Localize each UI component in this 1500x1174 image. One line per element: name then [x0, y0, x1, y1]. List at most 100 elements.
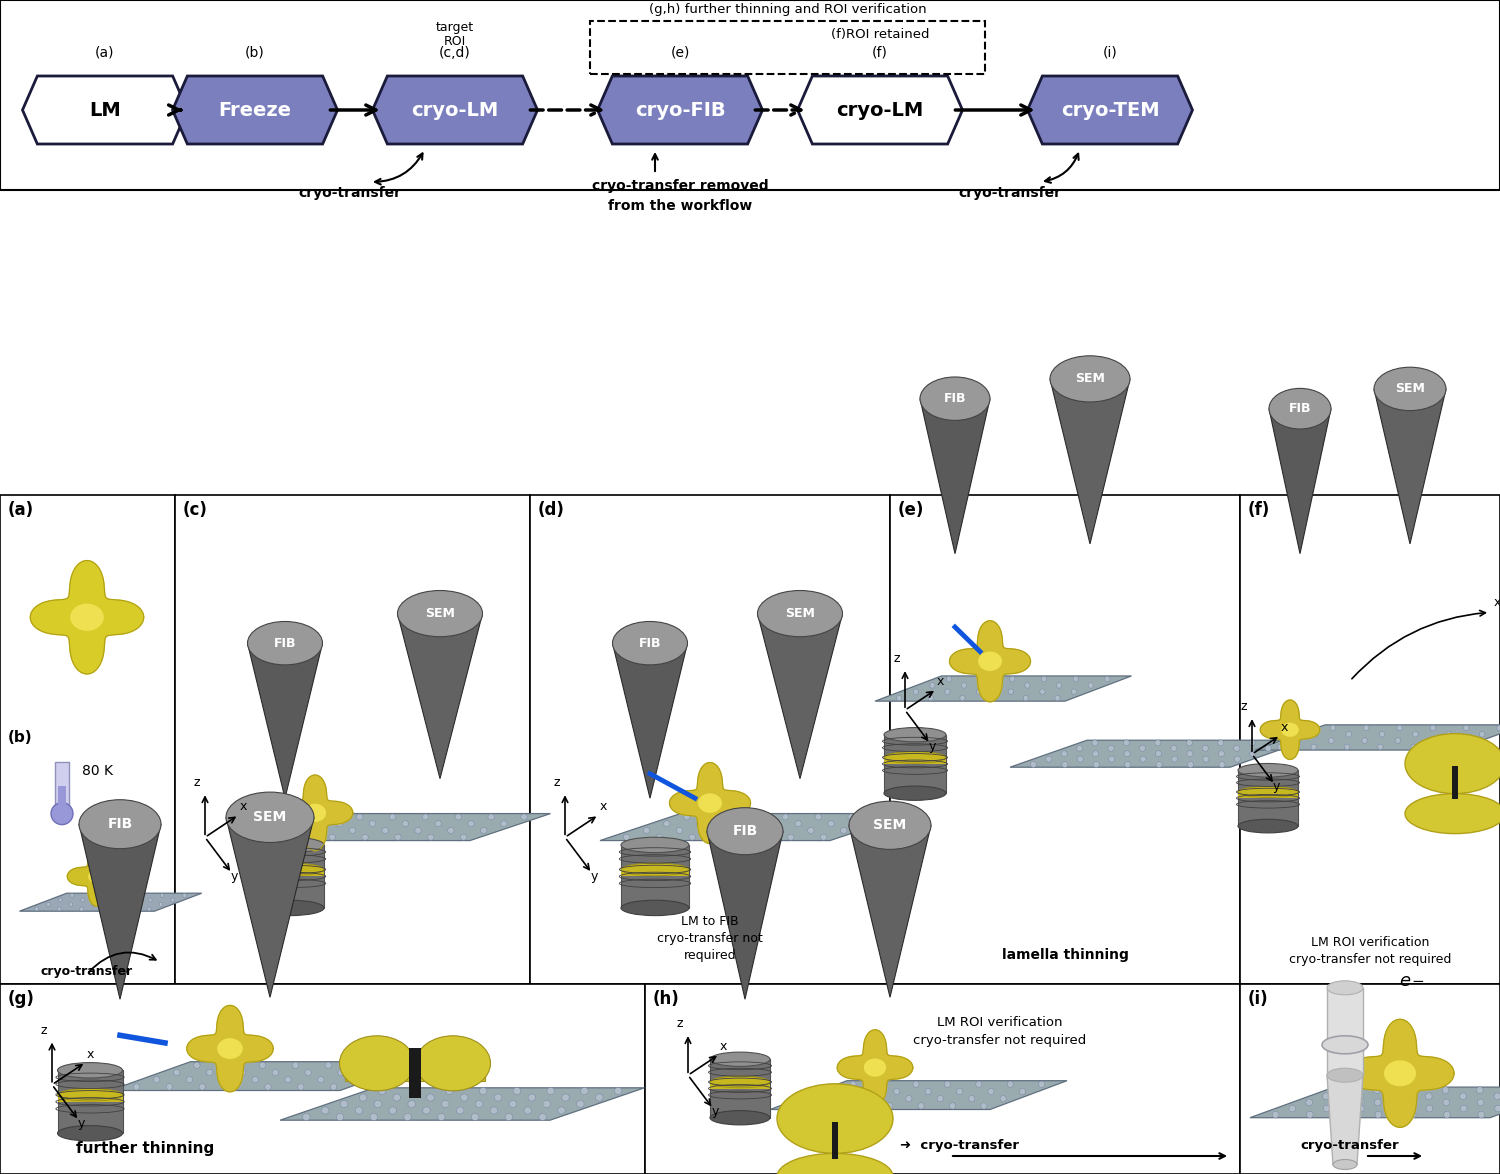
Ellipse shape [1479, 731, 1485, 737]
Text: y: y [231, 870, 238, 883]
Ellipse shape [303, 1113, 310, 1120]
Bar [57, 1071, 123, 1133]
Ellipse shape [758, 591, 843, 636]
Text: z: z [1240, 700, 1248, 713]
Ellipse shape [976, 689, 982, 695]
Polygon shape [669, 763, 750, 844]
Ellipse shape [226, 792, 314, 843]
Ellipse shape [382, 828, 388, 834]
Polygon shape [1256, 724, 1500, 750]
Ellipse shape [696, 821, 703, 826]
Ellipse shape [1374, 367, 1446, 411]
Ellipse shape [207, 1070, 213, 1075]
Text: (a): (a) [96, 46, 114, 60]
Ellipse shape [1460, 1093, 1467, 1100]
Ellipse shape [644, 828, 650, 834]
Bar [176, 495, 530, 984]
Polygon shape [68, 846, 126, 906]
Bar [57, 1095, 123, 1102]
Text: cryo-FIB: cryo-FIB [634, 101, 726, 120]
Ellipse shape [1374, 1087, 1380, 1093]
Ellipse shape [1364, 726, 1370, 730]
Bar [645, 984, 1240, 1174]
Ellipse shape [296, 835, 303, 841]
Ellipse shape [480, 1087, 488, 1094]
Text: (h): (h) [652, 990, 680, 1008]
Text: x: x [1494, 596, 1500, 609]
Ellipse shape [435, 821, 441, 826]
Ellipse shape [388, 1107, 396, 1114]
Ellipse shape [1412, 744, 1416, 750]
Ellipse shape [1497, 726, 1500, 730]
Ellipse shape [621, 863, 688, 876]
Ellipse shape [370, 1113, 378, 1120]
Ellipse shape [777, 1084, 892, 1153]
Text: SEM: SEM [784, 607, 814, 620]
Text: cryo-transfer removed: cryo-transfer removed [591, 178, 768, 193]
Ellipse shape [710, 1052, 770, 1066]
Text: x: x [938, 675, 945, 688]
Ellipse shape [914, 1081, 920, 1087]
Ellipse shape [104, 898, 106, 902]
Ellipse shape [136, 903, 141, 906]
Ellipse shape [1380, 731, 1384, 737]
Text: FIB: FIB [944, 392, 966, 405]
Ellipse shape [378, 1087, 386, 1094]
Ellipse shape [284, 828, 290, 834]
Ellipse shape [447, 828, 454, 834]
Ellipse shape [1390, 1093, 1398, 1100]
Text: y: y [591, 870, 598, 883]
Ellipse shape [886, 1102, 892, 1109]
Ellipse shape [884, 728, 946, 742]
Text: FIB: FIB [732, 824, 758, 838]
Ellipse shape [460, 835, 466, 841]
Text: FIB: FIB [108, 817, 132, 831]
Bar [0, 984, 645, 1174]
Ellipse shape [1462, 737, 1467, 743]
Ellipse shape [926, 1088, 932, 1094]
Polygon shape [758, 614, 843, 778]
Text: (c,d): (c,d) [440, 46, 471, 60]
Ellipse shape [1024, 682, 1030, 688]
Ellipse shape [256, 900, 324, 916]
Ellipse shape [1442, 1087, 1449, 1093]
Ellipse shape [543, 1100, 550, 1107]
Text: y: y [928, 740, 936, 753]
Ellipse shape [369, 821, 375, 826]
Ellipse shape [183, 893, 186, 897]
Ellipse shape [303, 821, 310, 826]
Ellipse shape [186, 1077, 192, 1082]
Bar [58, 785, 66, 814]
Ellipse shape [70, 603, 104, 630]
Polygon shape [1328, 1075, 1364, 1165]
Polygon shape [226, 817, 314, 997]
Ellipse shape [1341, 1112, 1347, 1118]
Ellipse shape [402, 821, 408, 826]
Ellipse shape [1330, 726, 1335, 730]
Bar [831, 1121, 839, 1159]
Ellipse shape [102, 908, 106, 911]
Ellipse shape [292, 1062, 298, 1068]
Ellipse shape [988, 1088, 994, 1094]
Ellipse shape [710, 1077, 770, 1088]
Text: LM to FIB
cryo-transfer not
required: LM to FIB cryo-transfer not required [657, 915, 764, 962]
Text: Freeze: Freeze [219, 101, 291, 120]
Bar [621, 845, 688, 908]
Bar [345, 1065, 484, 1081]
Bar [1240, 984, 1500, 1174]
Text: (f)ROI retained: (f)ROI retained [831, 28, 928, 41]
Ellipse shape [1124, 750, 1130, 757]
Text: (g): (g) [8, 990, 34, 1008]
Ellipse shape [1124, 740, 1130, 745]
Ellipse shape [1346, 731, 1352, 737]
Ellipse shape [1108, 756, 1114, 762]
Ellipse shape [1428, 737, 1434, 743]
Bar [1238, 792, 1298, 798]
Ellipse shape [1155, 740, 1161, 745]
Bar [884, 757, 946, 764]
Text: y: y [78, 1118, 86, 1131]
Ellipse shape [1188, 762, 1194, 768]
Text: y: y [711, 1105, 718, 1118]
Ellipse shape [57, 1062, 123, 1078]
Ellipse shape [114, 903, 118, 906]
